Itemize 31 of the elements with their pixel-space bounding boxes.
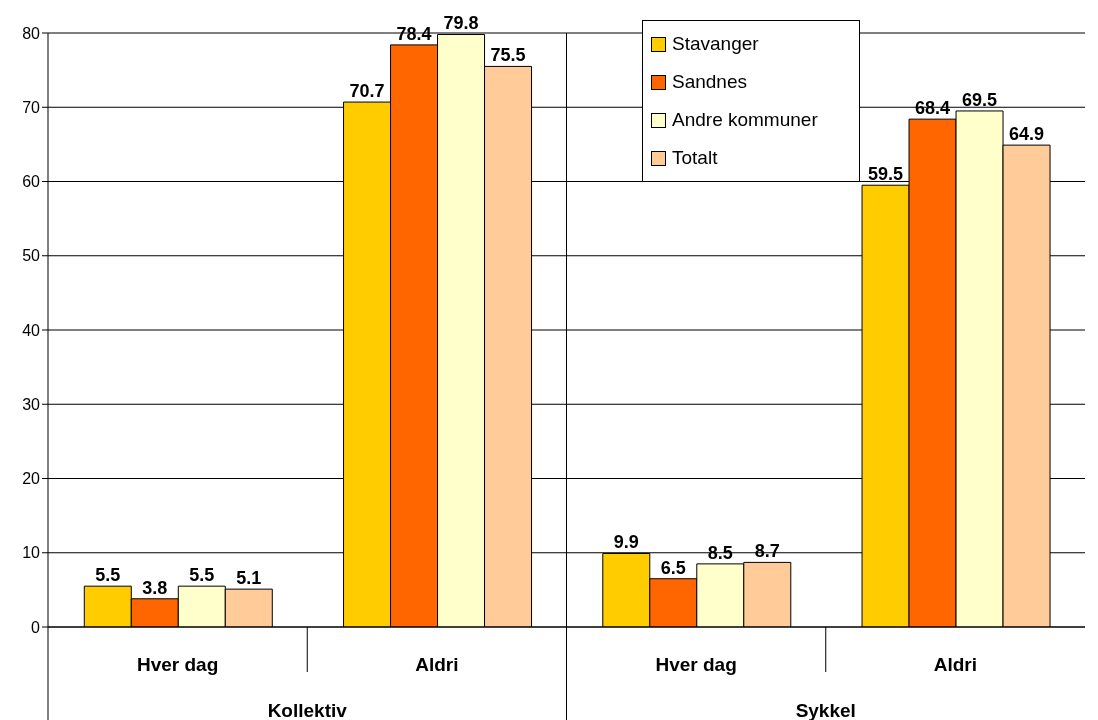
y-tick-label: 10: [22, 544, 41, 562]
text: Kollektiv: [267, 700, 348, 720]
data-label: 6.5: [660, 557, 686, 578]
y-tick-label: 60: [22, 173, 41, 191]
x-tick-label: Aldri: [933, 654, 978, 675]
data-label: 69.5: [962, 89, 998, 110]
y-tick-label: 30: [22, 395, 41, 413]
data-label: 78.4: [396, 23, 432, 44]
data-label: 5.1: [236, 568, 262, 589]
data-label: 64.9: [1009, 124, 1045, 145]
legend-label: Sandnes: [672, 71, 748, 93]
x-tick-label: Aldri: [415, 654, 459, 675]
x-tick-label: Hver dag: [136, 654, 219, 675]
x-tick-label: Hver dag: [655, 654, 737, 675]
legend-label: Totalt: [672, 147, 718, 169]
data-label: 75.5: [490, 45, 526, 66]
data-label: 59.5: [868, 164, 904, 185]
y-tick-label: 80: [22, 24, 41, 42]
y-tick-label: 70: [22, 98, 41, 116]
data-label: 3.8: [142, 577, 168, 598]
data-label: 79.8: [443, 13, 479, 34]
data-label: 5.5: [95, 565, 121, 586]
y-tick-label: 0: [31, 618, 41, 636]
y-tick-label: 50: [22, 247, 41, 265]
data-label: 70.7: [349, 81, 385, 102]
legend-label: Andre kommuner: [672, 109, 818, 131]
y-tick-label: 20: [22, 470, 41, 488]
y-tick-label: 40: [22, 321, 41, 339]
data-label: 9.9: [613, 532, 639, 553]
data-label: 5.5: [189, 565, 215, 586]
legend-label: Stavanger: [672, 33, 759, 55]
